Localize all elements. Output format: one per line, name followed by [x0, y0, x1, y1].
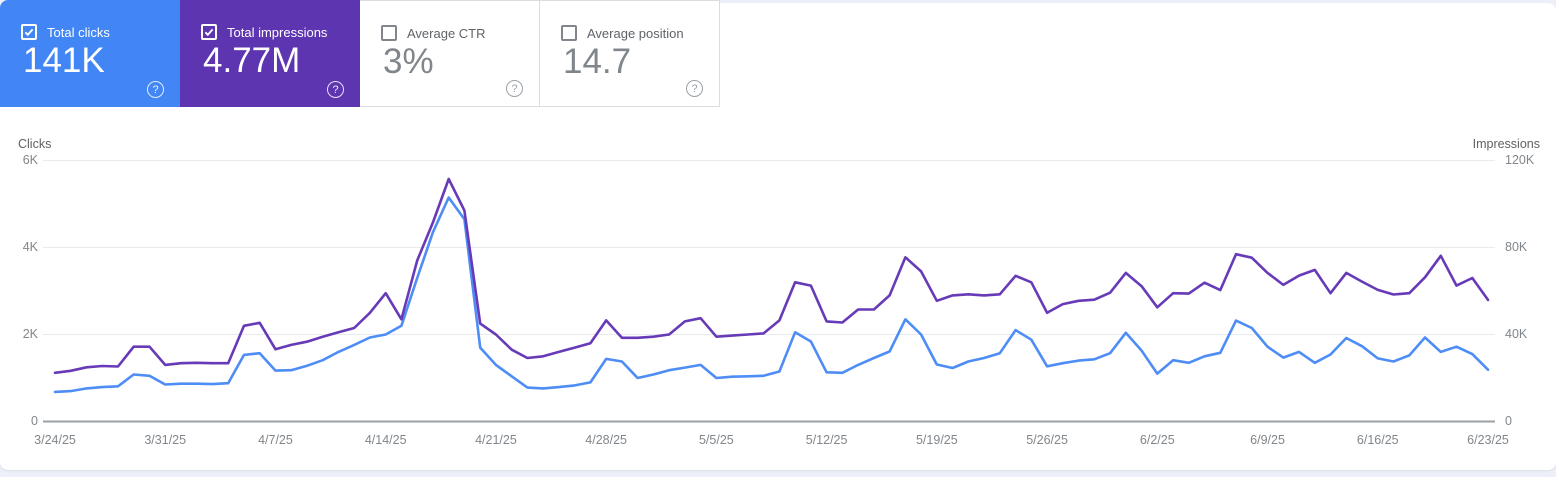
right-axis-tick: 80K [1505, 240, 1528, 254]
total-impressions-line[interactable] [53, 177, 1490, 375]
right-axis-tick: 0 [1505, 414, 1512, 428]
x-axis-tick: 4/28/25 [585, 433, 627, 447]
left-axis-title: Clicks [18, 137, 52, 151]
tile-label: Total impressions [227, 24, 328, 40]
tile-value: 4.77M [203, 41, 301, 80]
x-axis-tick: 5/12/25 [805, 433, 848, 447]
tile-value: 3% [383, 42, 434, 81]
x-axis-tick: 4/7/25 [258, 433, 293, 447]
x-axis-tick: 3/24/25 [34, 433, 76, 447]
x-axis-tick: 5/5/25 [698, 433, 734, 447]
left-axis-tick: 4K [22, 240, 38, 254]
left-axis-tick: 6K [22, 153, 38, 167]
x-axis-tick: 3/31/25 [144, 433, 187, 447]
tile-value: 14.7 [563, 42, 632, 81]
tile-header: Average position [561, 25, 684, 41]
x-axis-tick: 5/19/25 [915, 433, 958, 447]
help-icon[interactable]: ? [327, 81, 344, 98]
left-axis-tick: 0 [31, 414, 38, 428]
average-position-checkbox[interactable] [561, 25, 577, 41]
metric-tile-average-position[interactable]: Average position 14.7 ? [540, 0, 720, 107]
x-axis-tick: 6/9/25 [1250, 433, 1285, 447]
help-icon[interactable]: ? [506, 80, 523, 97]
average-ctr-checkbox[interactable] [381, 25, 397, 41]
x-axis-tick: 4/21/25 [475, 433, 517, 447]
metric-tile-average-ctr[interactable]: Average CTR 3% ? [360, 0, 540, 107]
total-clicks-line[interactable] [53, 196, 1490, 394]
total-impressions-checkbox[interactable] [201, 24, 217, 40]
help-icon[interactable]: ? [147, 81, 164, 98]
total-clicks-checkbox[interactable] [21, 24, 37, 40]
x-axis-tick: 4/14/25 [364, 433, 407, 447]
tile-header: Total impressions [201, 24, 327, 40]
tile-value: 141K [23, 41, 105, 80]
checkmark-icon [24, 28, 34, 37]
metric-tile-total-impressions[interactable]: Total impressions 4.77M ? [180, 0, 360, 107]
x-axis-tick: 6/23/25 [1467, 433, 1509, 447]
metric-tiles-row: Total clicks 141K ? Total impressions 4.… [0, 0, 720, 107]
tile-header: Total clicks [21, 24, 110, 40]
tile-label: Average CTR [407, 25, 486, 41]
right-axis-tick: 120K [1505, 153, 1535, 167]
tile-header: Average CTR [381, 25, 486, 41]
right-axis-title: Impressions [1472, 137, 1540, 151]
right-axis-tick: 40K [1505, 327, 1528, 341]
tile-label: Average position [587, 25, 684, 41]
checkmark-icon [204, 28, 214, 37]
metric-tile-total-clicks[interactable]: Total clicks 141K ? [0, 0, 180, 107]
help-icon[interactable]: ? [686, 80, 703, 97]
left-axis-tick: 2K [22, 327, 38, 341]
x-axis-tick: 5/26/25 [1026, 433, 1068, 447]
tile-label: Total clicks [47, 24, 110, 40]
x-axis-tick: 6/16/25 [1356, 433, 1399, 447]
x-axis-tick: 6/2/25 [1139, 433, 1175, 447]
